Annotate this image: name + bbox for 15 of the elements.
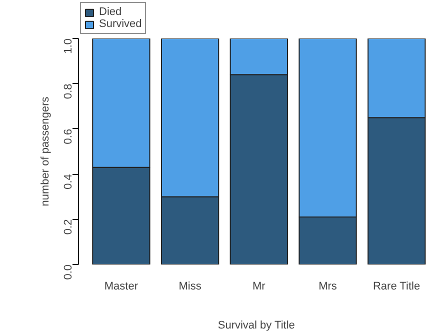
y-tick-label: 0.0: [62, 264, 74, 280]
y-tick-label: 0.2: [62, 219, 74, 235]
x-tick-label: Master: [104, 280, 138, 292]
x-tick-label: Rare Title: [372, 280, 420, 292]
y-tick-label: 1.0: [62, 38, 74, 54]
x-tick-label: Miss: [178, 280, 202, 292]
x-tick-label: Mrs: [318, 280, 338, 292]
legend-label: Survived: [99, 18, 142, 30]
y-tick-label: 0.8: [62, 84, 74, 99]
y-tick-label: 0.6: [62, 128, 74, 144]
legend-label: Died: [99, 6, 122, 18]
x-axis-title: Survival by Title: [218, 320, 295, 332]
y-tick-label: 0.4: [62, 174, 74, 190]
y-axis-title: number of passengers: [40, 96, 52, 206]
x-tick-label: Mr: [252, 280, 266, 292]
